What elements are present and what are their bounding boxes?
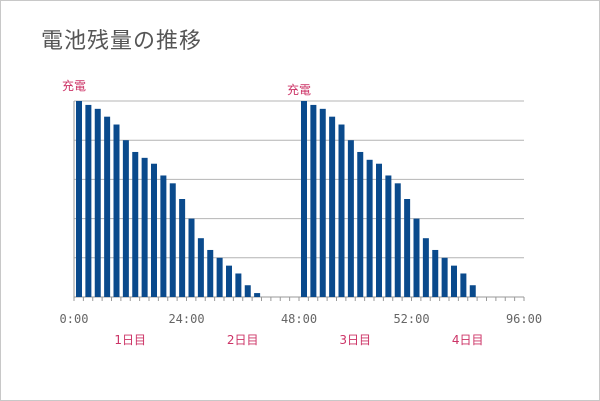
bar <box>94 108 101 297</box>
charge-annotation: 充電 <box>287 82 311 97</box>
bar <box>413 218 420 297</box>
bar <box>329 116 336 298</box>
bar <box>422 238 429 297</box>
bar <box>394 183 401 297</box>
bar <box>216 257 223 297</box>
bar <box>141 157 148 297</box>
bar <box>188 218 195 297</box>
bar <box>404 199 411 297</box>
bar <box>104 116 111 298</box>
x-tick-label: 96:00 <box>506 312 542 326</box>
bar <box>347 140 354 297</box>
bar <box>319 108 326 297</box>
bar <box>244 285 251 297</box>
bar <box>197 238 204 297</box>
day-label: 2日目 <box>227 333 259 347</box>
bar <box>301 101 307 297</box>
bar <box>357 151 364 297</box>
bar <box>385 175 392 297</box>
x-tick-label: 48:00 <box>281 312 317 326</box>
bar <box>132 151 139 297</box>
bar <box>460 273 467 297</box>
bar <box>432 249 439 297</box>
bar <box>235 273 242 297</box>
bar <box>366 159 373 297</box>
bar <box>451 265 457 297</box>
bar <box>226 265 232 297</box>
bar <box>160 175 167 297</box>
bar <box>179 199 186 297</box>
bar <box>469 285 476 297</box>
bar <box>76 101 82 297</box>
bar <box>113 124 120 298</box>
x-tick-label: 52:00 <box>393 312 429 326</box>
bar <box>207 249 214 297</box>
x-tick-label: 24:00 <box>168 312 204 326</box>
bar <box>376 163 382 297</box>
bar <box>441 257 448 297</box>
bar <box>338 124 345 298</box>
bar <box>254 293 261 297</box>
bar <box>151 163 157 297</box>
x-tick-label: 0:00 <box>60 312 89 326</box>
chart-title: 電池残量の推移 <box>41 29 203 54</box>
bar <box>310 104 317 297</box>
bar <box>85 104 92 297</box>
bar <box>122 140 129 297</box>
day-label: 4日目 <box>452 333 484 347</box>
bar <box>169 183 176 297</box>
day-label: 3日目 <box>339 333 371 347</box>
charge-annotation: 充電 <box>62 78 86 93</box>
day-label: 1日目 <box>114 333 146 347</box>
